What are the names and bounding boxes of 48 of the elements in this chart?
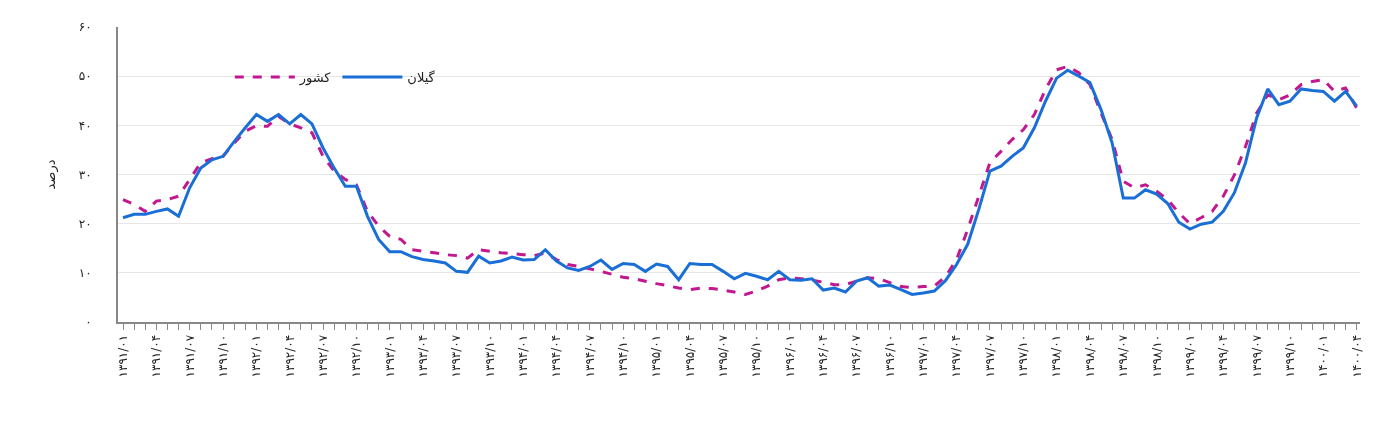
x-tick-label: ۱۳۹۵/۰۷ [716, 334, 731, 378]
x-tick-label: ۱۴۰۰/۰۴ [1349, 334, 1364, 378]
x-tick-label: ۱۳۹۶/۰۴ [816, 334, 831, 378]
x-tick-label: ۱۳۹۲/۰۷ [315, 334, 330, 378]
y-axis-title: درصد [43, 159, 60, 190]
x-tick-label: ۱۴۰۰/۰۱ [1316, 334, 1331, 378]
x-tick-label: ۱۳۹۸/۰۴ [1082, 334, 1097, 378]
x-tick-label: ۱۳۹۷/۰۷ [982, 334, 997, 378]
x-tick-label: ۱۳۹۱/۰۷ [182, 334, 197, 378]
x-tick-label: ۱۳۹۶/۰۱ [782, 334, 797, 378]
x-tick-label: ۱۳۹۷/۰۴ [949, 334, 964, 378]
x-tick-label: ۱۳۹۳/۰۱ [382, 334, 397, 378]
y-tick-label: ۲۰ [78, 216, 92, 231]
x-tick-label: ۱۳۹۱/۰۱ [115, 334, 130, 378]
x-tick-label: ۱۳۹۸/۱۰ [1149, 334, 1164, 378]
x-tick-label: ۱۳۹۵/۱۰ [749, 334, 764, 378]
x-tick-label: ۱۳۹۶/۰۷ [849, 334, 864, 378]
y-tick-label: ۴۰ [78, 118, 92, 133]
x-tick-label: ۱۳۹۲/۰۴ [282, 334, 297, 378]
x-tick-label: ۱۳۹۳/۰۴ [415, 334, 430, 378]
x-tick-label: ۱۳۹۷/۱۰ [1016, 334, 1031, 378]
x-tick-label: ۱۳۹۳/۰۷ [449, 334, 464, 378]
x-tick-label: ۱۳۹۳/۱۰ [482, 334, 497, 378]
y-tick-label: ۱۰ [78, 266, 92, 281]
y-tick-label: ۳۰ [78, 167, 92, 182]
y-tick-label: ۰ [85, 315, 92, 330]
x-tick-label: ۱۳۹۹/۰۱ [1182, 334, 1197, 378]
x-tick-label: ۱۳۹۱/۱۰ [215, 334, 230, 378]
x-tick-label: ۱۳۹۴/۱۰ [616, 334, 631, 378]
x-tick-label: ۱۳۹۴/۰۷ [582, 334, 597, 378]
x-tick-label: ۱۳۹۲/۱۰ [349, 334, 364, 378]
y-tick-label: ۵۰ [78, 69, 92, 84]
x-tick-label: ۱۳۹۶/۱۰ [882, 334, 897, 378]
x-tick-label: ۱۳۹۸/۰۷ [1116, 334, 1131, 378]
legend-label: کشور [298, 70, 332, 87]
x-tick-label: ۱۳۹۷/۰۱ [916, 334, 931, 378]
x-tick-label: ۱۳۹۴/۰۱ [516, 334, 531, 378]
x-tick-label: ۱۳۹۸/۰۱ [1049, 334, 1064, 378]
x-tick-label: ۱۳۹۲/۰۱ [249, 334, 264, 378]
x-tick-label: ۱۳۹۵/۰۴ [682, 334, 697, 378]
y-tick-label: ۶۰ [78, 20, 92, 35]
x-tick-label: ۱۳۹۹/۰۴ [1216, 334, 1231, 378]
x-tick-label: ۱۳۹۹/۱۰ [1282, 334, 1297, 378]
x-tick-label: ۱۳۹۵/۰۱ [649, 334, 664, 378]
x-tick-label: ۱۳۹۴/۰۴ [549, 334, 564, 378]
legend-label: گیلان [407, 70, 436, 86]
x-tick-label: ۱۳۹۹/۰۷ [1249, 334, 1264, 378]
x-tick-label: ۱۳۹۱/۰۴ [149, 334, 164, 378]
